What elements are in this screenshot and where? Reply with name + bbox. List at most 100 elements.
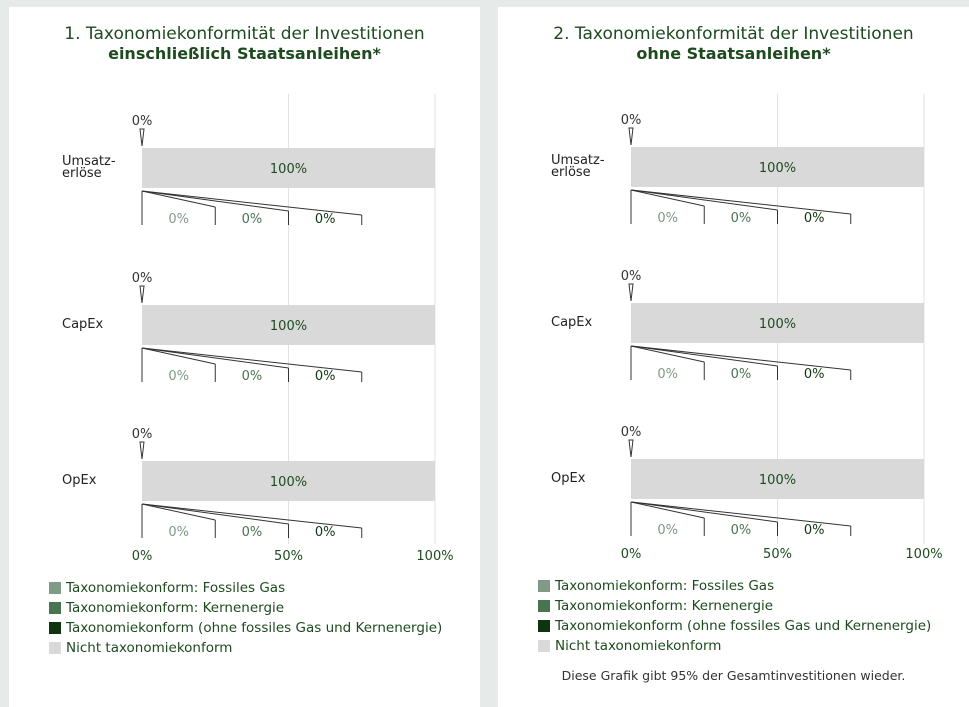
bar-value-label: 100% — [270, 475, 307, 490]
aligned-marker — [628, 439, 634, 458]
chart-title-line1: 2. Taxonomiekonformität der Investitione… — [553, 24, 914, 44]
fan-line — [630, 345, 851, 371]
breakdown-value-label: 0% — [731, 523, 752, 538]
aligned-marker — [139, 285, 145, 304]
breakdown-value-label: 0% — [168, 212, 189, 227]
breakdown-value-label: 0% — [168, 369, 189, 384]
legend-label: Taxonomiekonform (ohne fossiles Gas und … — [66, 620, 443, 636]
aligned-value-label: 0% — [132, 271, 153, 286]
aligned-marker — [628, 283, 634, 302]
bar-value-label: 100% — [270, 162, 307, 177]
fan-line — [141, 503, 216, 521]
breakdown-value-label: 0% — [657, 523, 678, 538]
breakdown-value-label: 0% — [731, 367, 752, 382]
bar-not-aligned — [631, 459, 924, 499]
bar-not-aligned — [142, 305, 435, 345]
x-tick-label: 100% — [905, 547, 942, 562]
breakdown-value-label: 0% — [242, 212, 263, 227]
aligned-marker — [628, 127, 634, 146]
chart-title-line2: einschließlich Staatsanleihen* — [108, 44, 381, 63]
legend-label: Taxonomiekonform: Fossiles Gas — [66, 580, 286, 596]
fan-line — [141, 190, 362, 216]
bar-not-aligned — [631, 147, 924, 187]
x-tick-label: 50% — [763, 547, 792, 562]
legend-label: Taxonomiekonform: Kernenergie — [66, 600, 285, 616]
chart-title-line1: 1. Taxonomiekonformität der Investitione… — [64, 24, 425, 44]
fan-line — [630, 189, 851, 215]
legend-swatch — [538, 640, 550, 652]
fan-line — [141, 347, 216, 365]
legend-item-not-aligned: Nicht taxonomiekonform — [49, 638, 442, 658]
fan-line — [630, 501, 705, 519]
breakdown-value-label: 0% — [804, 211, 825, 226]
category-label: CapEx — [551, 315, 593, 330]
category-label: OpEx — [551, 471, 586, 486]
legend-label: Taxonomiekonform (ohne fossiles Gas und … — [555, 618, 932, 634]
legend-swatch — [49, 602, 61, 614]
x-tick-label: 0% — [132, 549, 153, 564]
legend-swatch — [49, 642, 61, 654]
breakdown-value-label: 0% — [315, 525, 336, 540]
legend-swatch — [538, 580, 550, 592]
aligned-marker — [139, 128, 145, 147]
legend-swatch — [49, 622, 61, 634]
bar-value-label: 100% — [759, 473, 796, 488]
category-label: erlöse — [62, 166, 102, 181]
fan-line — [630, 189, 778, 211]
fan-line — [141, 347, 362, 373]
fan-line — [141, 190, 216, 208]
chart-title-line2: ohne Staatsanleihen* — [636, 44, 831, 63]
aligned-value-label: 0% — [621, 269, 642, 284]
legend-item-not-aligned: Nicht taxonomiekonform — [538, 636, 931, 656]
bar-not-aligned — [142, 148, 435, 188]
legend-item-aligned-other: Taxonomiekonform (ohne fossiles Gas und … — [49, 618, 442, 638]
breakdown-value-label: 0% — [242, 369, 263, 384]
legend-item-fossil-gas: Taxonomiekonform: Fossiles Gas — [49, 578, 442, 598]
breakdown-value-label: 0% — [315, 212, 336, 227]
legend-item-aligned-other: Taxonomiekonform (ohne fossiles Gas und … — [538, 616, 931, 636]
legend-swatch — [538, 620, 550, 632]
legend-item-nuclear: Taxonomiekonform: Kernenergie — [538, 596, 931, 616]
category-label: OpEx — [62, 473, 97, 488]
fan-line — [630, 501, 778, 523]
breakdown-value-label: 0% — [731, 211, 752, 226]
fan-line — [141, 503, 362, 529]
coverage-note: Diese Grafik gibt 95% der Gesamtinvestit… — [561, 668, 906, 683]
fan-line — [630, 189, 705, 207]
breakdown-value-label: 0% — [804, 367, 825, 382]
x-tick-label: 0% — [621, 547, 642, 562]
aligned-value-label: 0% — [132, 114, 153, 129]
fan-line — [630, 501, 851, 527]
bar-not-aligned — [631, 303, 924, 343]
category-label: Umsatz- — [62, 154, 116, 169]
bar-chart-svg: 0% 50% 100% Umsatz-erlöse 0% 100% 0% 0% 0% CapEx 0… — [551, 94, 943, 562]
legend-label: Taxonomiekonform: Fossiles Gas — [555, 578, 775, 594]
x-tick-label: 100% — [416, 549, 453, 564]
legend-swatch — [49, 582, 61, 594]
aligned-value-label: 0% — [621, 425, 642, 440]
bar-not-aligned — [142, 461, 435, 501]
aligned-value-label: 0% — [621, 113, 642, 128]
chart-panel-2: 2. Taxonomiekonformität der Investitione… — [498, 7, 969, 707]
fan-line — [141, 347, 289, 369]
fan-line — [630, 345, 778, 367]
breakdown-value-label: 0% — [242, 525, 263, 540]
breakdown-value-label: 0% — [657, 211, 678, 226]
breakdown-value-label: 0% — [657, 367, 678, 382]
category-label: CapEx — [62, 317, 104, 332]
legend-label: Nicht taxonomiekonform — [555, 638, 722, 654]
aligned-value-label: 0% — [132, 427, 153, 442]
legend-item-nuclear: Taxonomiekonform: Kernenergie — [49, 598, 442, 618]
category-label: erlöse — [551, 165, 591, 180]
bar-value-label: 100% — [270, 319, 307, 334]
bar-value-label: 100% — [759, 161, 796, 176]
bar-value-label: 100% — [759, 317, 796, 332]
legend-label: Taxonomiekonform: Kernenergie — [555, 598, 774, 614]
fan-line — [141, 190, 289, 212]
breakdown-value-label: 0% — [315, 369, 336, 384]
x-tick-label: 50% — [274, 549, 303, 564]
category-label: Umsatz- — [551, 153, 605, 168]
legend-swatch — [538, 600, 550, 612]
legend-label: Nicht taxonomiekonform — [66, 640, 233, 656]
aligned-marker — [139, 441, 145, 460]
